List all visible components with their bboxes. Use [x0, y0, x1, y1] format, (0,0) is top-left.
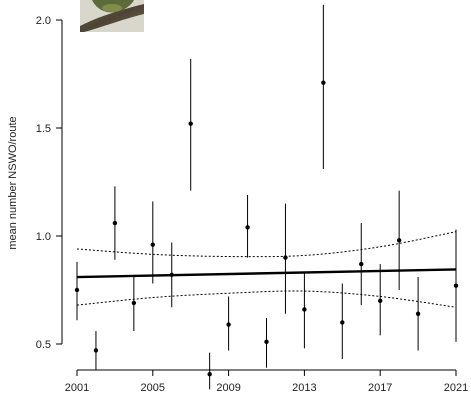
data-point — [378, 298, 383, 303]
data-point — [131, 300, 137, 306]
data-point — [302, 307, 307, 312]
data-point — [245, 225, 250, 230]
data-point — [340, 320, 345, 325]
y-tick-label: 1.5 — [36, 123, 51, 135]
y-tick-label: 1.0 — [36, 231, 51, 243]
data-point — [453, 283, 459, 288]
x-tick-label: 2013 — [292, 382, 316, 394]
data-point — [74, 287, 80, 293]
x-axis-ticks: 2001 2005 2009 2013 2017 2021 — [65, 370, 468, 394]
ci-lower-line — [76, 290, 457, 308]
x-tick-label: 2005 — [141, 382, 165, 394]
x-tick-label: 2017 — [368, 382, 392, 394]
data-point — [415, 311, 421, 316]
trend-line — [76, 268, 457, 279]
data-point — [112, 220, 118, 226]
data-point — [188, 121, 193, 126]
owl-photo-thumbnail — [80, 0, 144, 32]
y-axis-label: mean number NSWO/route — [7, 116, 19, 249]
y-tick-label: 2.0 — [36, 15, 51, 27]
data-point — [321, 80, 326, 85]
data-points — [74, 4, 459, 390]
data-point — [207, 372, 212, 377]
data-point — [169, 272, 174, 278]
x-tick-label: 2021 — [444, 382, 468, 394]
data-point — [283, 255, 288, 260]
ci-upper-line — [76, 231, 457, 258]
data-point — [150, 242, 155, 247]
x-tick-label: 2001 — [65, 382, 89, 394]
y-axis-ticks: 0.5 1.0 1.5 2.0 — [36, 15, 62, 351]
x-tick-label: 2009 — [216, 382, 240, 394]
confidence-band — [76, 231, 457, 308]
y-tick-label: 0.5 — [36, 339, 51, 351]
data-point — [264, 339, 269, 345]
data-point — [359, 261, 364, 267]
data-point — [93, 348, 99, 353]
data-point — [226, 322, 231, 327]
data-point — [396, 238, 402, 243]
